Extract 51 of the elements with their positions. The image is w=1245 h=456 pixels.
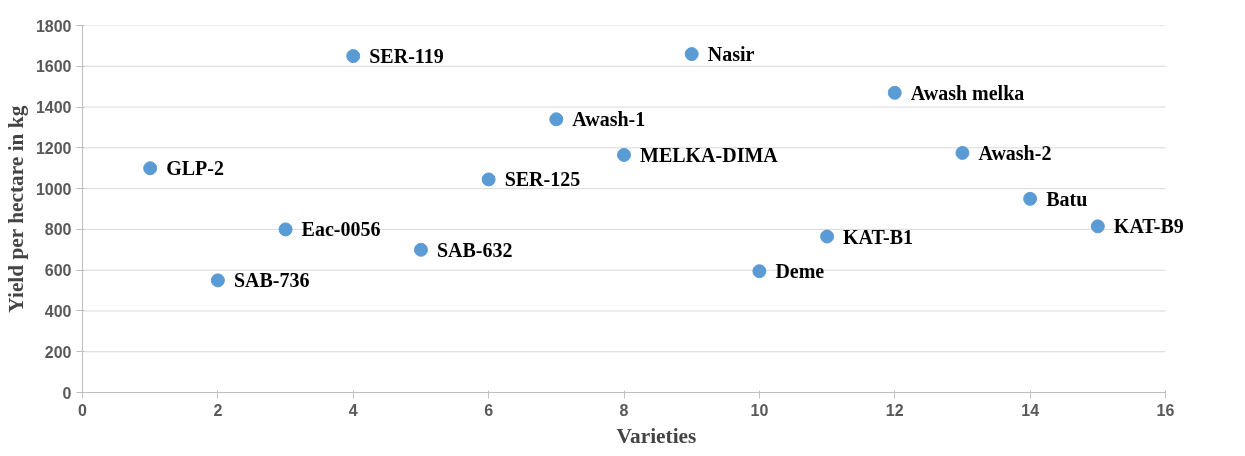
point (481, 172, 496, 187)
point (752, 264, 767, 279)
x-axis-title: Varieties (616, 423, 697, 448)
annotation: MELKA-DIMA (640, 143, 779, 166)
point (143, 161, 158, 176)
annotation: Awash melka (910, 81, 1025, 104)
y-tick-label: 1600 (35, 58, 72, 76)
y-tick-label: 400 (44, 302, 72, 320)
point (820, 229, 835, 244)
x-tick-label: 0 (78, 401, 88, 419)
point (346, 49, 361, 64)
x-tick-label: 6 (484, 401, 494, 419)
point (887, 85, 902, 100)
x-tick-label: 2 (213, 401, 223, 419)
annotation: SAB-632 (436, 238, 513, 261)
annotation: SER-119 (369, 45, 444, 68)
x-tick-label: 12 (885, 401, 904, 419)
annotation: KAT-B1 (843, 225, 914, 248)
x-tick-label: 14 (1021, 401, 1040, 419)
annotation: Awash-2 (978, 141, 1052, 164)
annotation: Eac-0056 (301, 218, 381, 241)
x-tick-label: 16 (1156, 401, 1175, 419)
annotation: GLP-2 (166, 157, 224, 180)
y-tick-label: 1000 (35, 180, 72, 198)
point (684, 47, 699, 62)
y-tick-label: 200 (44, 343, 72, 361)
point (549, 112, 564, 127)
y-tick-label: 1800 (35, 17, 72, 35)
annotation: Awash-1 (572, 108, 646, 131)
x-tick-label: 10 (750, 401, 769, 419)
point (617, 147, 632, 162)
point (1090, 219, 1105, 234)
y-tick-label: 600 (44, 262, 72, 280)
annotation: SAB-736 (233, 269, 310, 292)
y-tick-label: 0 (62, 384, 72, 402)
annotation: Nasir (707, 43, 755, 66)
y-tick-label: 1200 (35, 139, 72, 157)
annotation: SER-125 (504, 168, 581, 191)
annotation: Deme (775, 260, 825, 283)
annotation: Batu (1046, 187, 1088, 210)
point (1023, 191, 1038, 206)
y-axis-title: Yield per hectare in kg (3, 105, 28, 313)
y-tick-label: 800 (44, 221, 72, 239)
point (278, 222, 293, 237)
annotation: KAT-B9 (1113, 215, 1184, 238)
x-tick-label: 8 (619, 401, 629, 419)
x-tick-label: 4 (348, 401, 358, 419)
point (210, 273, 225, 288)
point (413, 242, 428, 257)
point (955, 145, 970, 160)
y-tick-label: 1400 (35, 99, 72, 117)
